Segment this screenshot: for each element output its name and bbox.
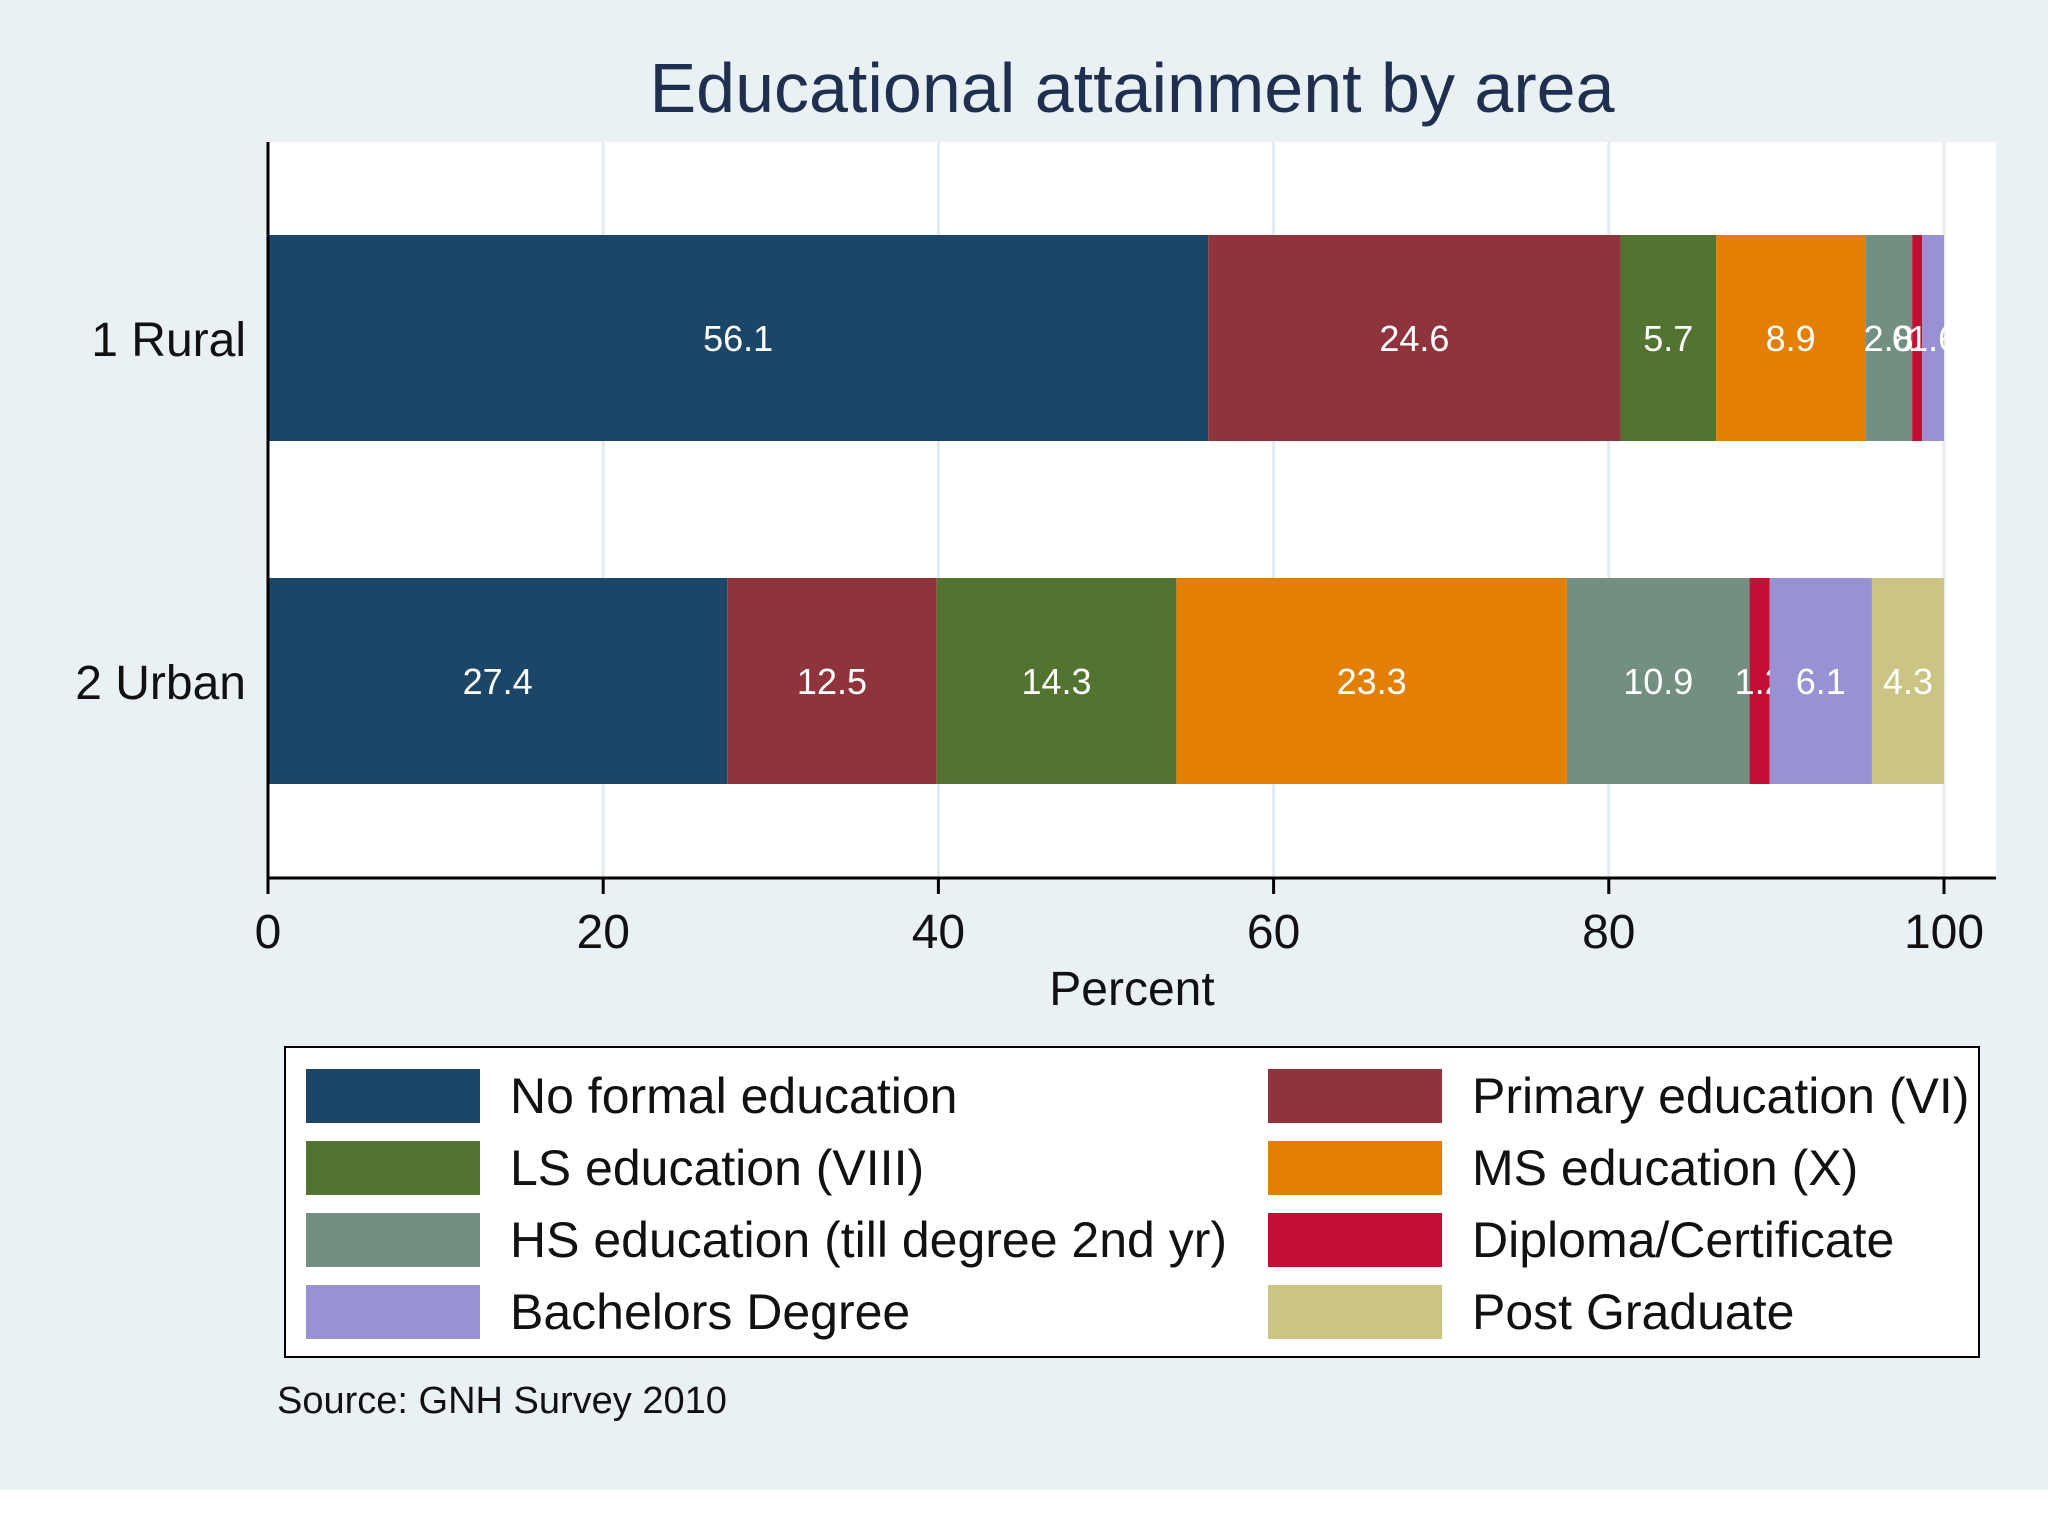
chart-title: Educational attainment by area: [649, 49, 1615, 127]
chart: Educational attainment by area 56.1 24.6 5…: [0, 0, 2048, 1490]
bar-segment: [1922, 235, 1944, 441]
data-label: 12.5: [797, 661, 867, 702]
x-axis-title: Percent: [1049, 963, 1214, 1016]
bar-segment: [1620, 235, 1717, 441]
legend-item: Bachelors Degree: [306, 1284, 910, 1340]
x-tick-label: 80: [1582, 906, 1635, 959]
x-tick-label: 0: [255, 906, 282, 959]
bar-segment: [1769, 578, 1872, 784]
data-label: 2.8: [1864, 318, 1914, 359]
data-label: 6.1: [1796, 661, 1846, 702]
legend-swatch: [306, 1213, 480, 1267]
legend-item: LS education (VIII): [306, 1140, 924, 1196]
bar-segment: [1208, 235, 1621, 441]
legend-swatch: [1268, 1285, 1442, 1339]
legend-swatch: [306, 1069, 480, 1123]
data-label: 14.3: [1022, 661, 1092, 702]
data-label: 1.6: [1908, 318, 1958, 359]
legend-item: Post Graduate: [1268, 1284, 1794, 1340]
legend-swatch: [1268, 1213, 1442, 1267]
legend-label: Diploma/Certificate: [1472, 1212, 1895, 1268]
bar-segment: [268, 235, 1209, 441]
bar-segment: [1176, 578, 1567, 784]
x-tick-label: 40: [912, 906, 965, 959]
category-label: 2 Urban: [75, 657, 246, 710]
legend-swatch: [1268, 1069, 1442, 1123]
legend-swatch: [306, 1285, 480, 1339]
legend-label: Bachelors Degree: [510, 1284, 911, 1340]
bar-segment: [1865, 235, 1913, 441]
bar-segment: [727, 578, 937, 784]
x-tick-label: 20: [577, 906, 630, 959]
bar-segment: [1716, 235, 1866, 441]
data-label: 4.3: [1883, 661, 1933, 702]
legend-swatch: [306, 1141, 480, 1195]
data-label: 8.9: [1766, 318, 1816, 359]
legend-label: No formal education: [510, 1068, 958, 1124]
legend: No formal education Primary education (VI…: [284, 1046, 1980, 1358]
data-label: 27.4: [463, 661, 533, 702]
legend-item: No formal education: [306, 1068, 957, 1124]
bar-segment: [1566, 578, 1750, 784]
bar-segment: [1912, 235, 1923, 441]
source-note: Source: GNH Survey 2010: [277, 1380, 727, 1422]
legend-label: MS education (X): [1472, 1140, 1859, 1196]
x-tick-label: 60: [1247, 906, 1300, 959]
legend-label: Primary education (VI): [1472, 1068, 1970, 1124]
data-label: 24.6: [1379, 318, 1449, 359]
legend-item: Diploma/Certificate: [1268, 1212, 1894, 1268]
bar-segment: [1871, 578, 1944, 784]
bar-segment: [268, 578, 728, 784]
legend-item: MS education (X): [1268, 1140, 1858, 1196]
legend-label: HS education (till degree 2nd yr): [510, 1212, 1228, 1268]
legend-swatch: [1268, 1141, 1442, 1195]
legend-item: Primary education (VI): [1268, 1068, 1969, 1124]
bar-segment: [1749, 578, 1770, 784]
x-tick-label: 100: [1904, 906, 1984, 959]
bar-segment: [936, 578, 1177, 784]
category-label: 1 Rural: [91, 314, 246, 367]
data-label: 56.1: [703, 318, 773, 359]
data-label: 5.7: [1643, 318, 1693, 359]
data-label: 23.3: [1337, 661, 1407, 702]
legend-item: HS education (till degree 2nd yr): [306, 1212, 1227, 1268]
data-label: 10.9: [1623, 661, 1693, 702]
legend-label: Post Graduate: [1472, 1284, 1795, 1340]
legend-label: LS education (VIII): [510, 1140, 925, 1196]
